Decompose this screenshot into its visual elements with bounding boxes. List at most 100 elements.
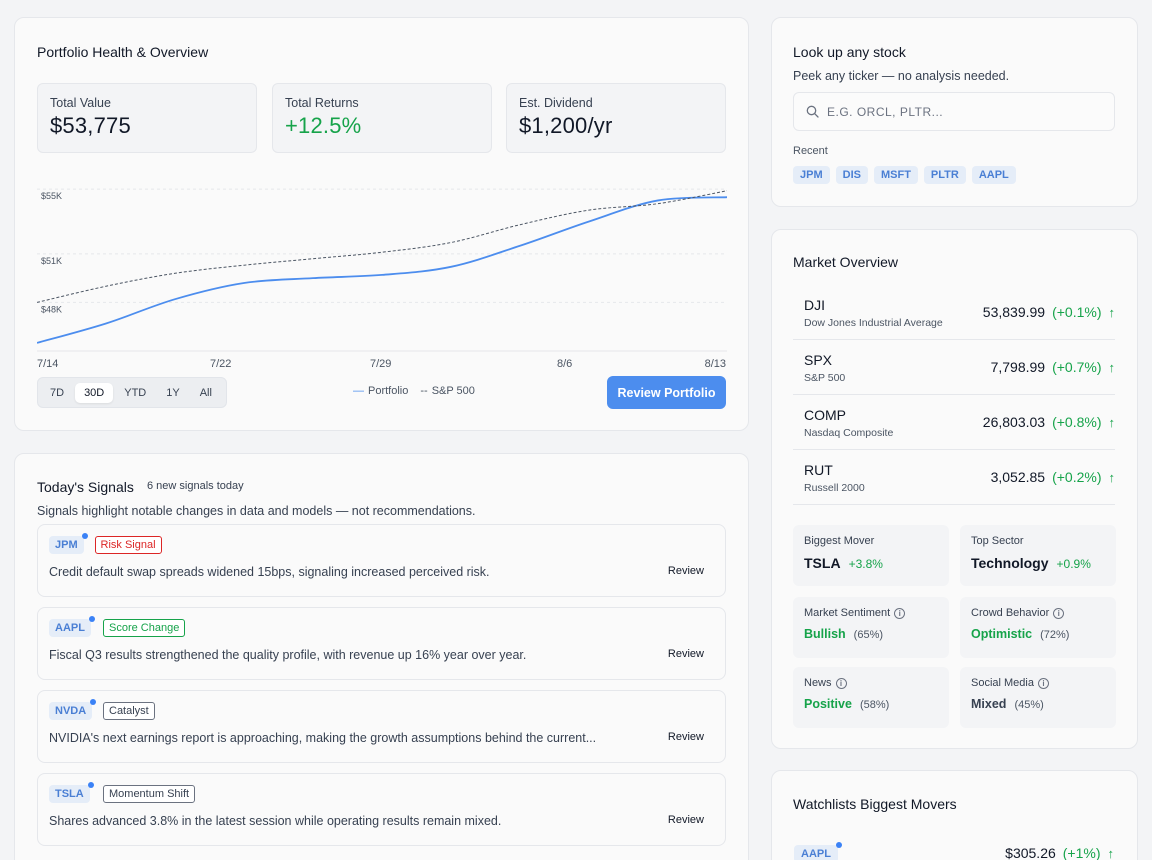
new-dot [81,533,88,539]
metric-label: Crowd Behavior i [971,607,1065,619]
review-button[interactable]: Review [667,565,704,577]
signals-subtitle: Signals highlight notable changes in dat… [37,504,476,518]
biggest-mover-tile[interactable]: Biggest Mover TSLA +3.8% [793,525,949,586]
social-value: Mixed [971,697,1007,711]
arrow-up-icon: ↑ [1107,845,1115,860]
search-box[interactable] [793,92,1115,131]
range-selector: 7D 30D YTD 1Y All [37,377,227,408]
new-dot [90,699,97,705]
watch-price-row: $305.26 (+1%) ↑ [1005,845,1114,860]
signal-tag: Momentum Shift [103,785,196,803]
stat-value: $53,775 [50,113,131,138]
review-button[interactable]: Review [667,814,704,826]
signals-card: Today's Signals 6 new signals today Sign… [14,453,749,860]
watch-ticker-chip[interactable]: AAPL [794,842,842,860]
lookup-subtitle: Peek any ticker — no analysis needed. [793,69,1010,83]
index-change: (+0.2%) [1052,469,1102,485]
index-row-comp[interactable]: COMP Nasdaq Composite 26,803.03 (+0.8%) ↑ [793,395,1115,450]
crowd-pct: (72%) [1040,629,1070,641]
index-row-rut[interactable]: RUT Russell 2000 3,052.85 (+0.2%) ↑ [793,450,1115,505]
info-icon[interactable]: i [1037,677,1049,689]
signal-ticker-chip[interactable]: NVDA [49,699,97,720]
recent-chip-msft[interactable]: MSFT [873,166,918,184]
metric-label-text: Market Sentiment [804,607,891,619]
review-button[interactable]: Review [667,731,704,743]
watch-change: (+1%) [1062,845,1101,860]
range-btn-7d[interactable]: 7D [50,386,65,399]
info-icon[interactable]: i [894,607,906,619]
portfolio-chart: $48K $51K $55K [37,188,727,352]
metric-value: Positive (58%) [804,697,889,711]
metric-label: Social Media i [971,677,1049,689]
info-icon[interactable]: i [1053,607,1065,619]
metric-label-text: Crowd Behavior [971,607,1050,619]
arrow-up-icon: ↑ [1108,359,1116,375]
index-values: 26,803.03 (+0.8%) ↑ [983,414,1115,430]
y-tick-label: $55K [41,191,62,201]
range-btn-30d[interactable]: 30D [75,382,114,403]
sector-name: Technology [971,555,1049,571]
index-values: 3,052.85 (+0.2%) ↑ [991,469,1115,485]
index-value: 7,798.99 [990,359,1046,375]
metric-label-text: News [804,677,832,689]
index-name: Dow Jones Industrial Average [804,317,943,329]
metric-label-text: Social Media [971,677,1034,689]
social-media-tile[interactable]: Social Media i Mixed (45%) [960,667,1116,728]
signal-ticker-chip[interactable]: TSLA [49,782,94,803]
signal-card[interactable]: JPM Risk Signal Credit default swap spread… [37,524,726,597]
top-sector-tile[interactable]: Top Sector Technology +0.9% [960,525,1116,586]
recent-chip-dis[interactable]: DIS [835,166,868,184]
signal-ticker-chip[interactable]: JPM [49,533,88,554]
legend-label: Portfolio [368,385,409,397]
market-sentiment-tile[interactable]: Market Sentiment i Bullish (65%) [793,597,949,658]
signal-ticker-chip[interactable]: AAPL [49,616,95,637]
signal-tag: Score Change [103,619,186,637]
signal-tag: Risk Signal [94,536,162,554]
recent-chips: JPM DIS MSFT PLTR AAPL [793,166,1016,184]
search-input[interactable] [827,104,1097,119]
stat-label: Total Value [50,96,111,110]
signal-card[interactable]: TSLA Momentum Shift Shares advanced 3.8% i… [37,773,726,846]
arrow-up-icon: ↑ [1108,414,1116,430]
mover-change: +3.8% [848,557,883,571]
signal-card[interactable]: AAPL Score Change Fiscal Q3 results streng… [37,607,726,680]
stat-total-returns: Total Returns +12.5% [272,83,492,153]
metric-value: Mixed (45%) [971,697,1044,711]
watch-ticker: AAPL [801,848,831,860]
signal-text: Shares advanced 3.8% in the latest sessi… [49,814,502,828]
signal-card[interactable]: NVDA Catalyst NVIDIA's next earnings repor… [37,690,726,763]
range-btn-1y[interactable]: 1Y [166,386,180,399]
signal-ticker: JPM [55,539,78,551]
recent-chip-pltr[interactable]: PLTR [923,166,966,184]
lookup-card: Look up any stock Peek any ticker — no a… [771,17,1138,207]
recent-chip-jpm[interactable]: JPM [793,166,830,184]
index-value: 3,052.85 [990,469,1046,485]
recent-chip-aapl[interactable]: AAPL [971,166,1016,184]
review-button[interactable]: Review [667,648,704,660]
signal-text: Fiscal Q3 results strengthened the quali… [49,648,527,662]
review-portfolio-button[interactable]: Review Portfolio [607,376,726,409]
index-change: (+0.1%) [1052,304,1102,320]
index-symbol: RUT [804,462,833,478]
watchlist-card: Watchlists Biggest Movers AAPL $305.26 (… [771,770,1138,860]
news-tile[interactable]: News i Positive (58%) [793,667,949,728]
index-change: (+0.7%) [1052,359,1102,375]
index-row-spx[interactable]: SPX S&P 500 7,798.99 (+0.7%) ↑ [793,340,1115,395]
index-name: Nasdaq Composite [804,427,894,439]
info-icon[interactable]: i [835,677,847,689]
crowd-behavior-tile[interactable]: Crowd Behavior i Optimistic (72%) [960,597,1116,658]
legend-label: S&P 500 [431,385,475,397]
metric-value: Technology +0.9% [971,555,1091,571]
stat-est-dividend: Est. Dividend $1,200/yr [506,83,726,153]
stat-label: Total Returns [285,96,359,110]
y-tick-label: $51K [41,256,62,266]
metric-label: Biggest Mover [804,535,875,547]
portfolio-title: Portfolio Health & Overview [37,44,209,60]
index-row-dji[interactable]: DJI Dow Jones Industrial Average 53,839.99… [793,285,1115,340]
x-tick-label: 7/29 [370,358,392,370]
range-btn-ytd[interactable]: YTD [124,386,147,399]
index-name: S&P 500 [804,372,846,384]
range-btn-all[interactable]: All [199,386,212,399]
metric-label: Market Sentiment i [804,607,906,619]
news-pct: (58%) [859,699,890,711]
